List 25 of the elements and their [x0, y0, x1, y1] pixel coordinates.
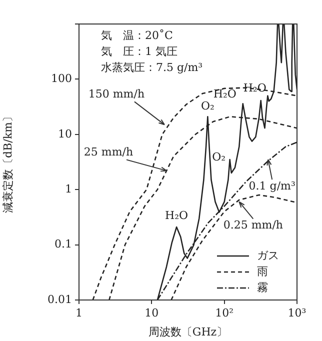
annotation: 25 mm/h — [84, 146, 134, 159]
x-tick-label: 1 — [76, 306, 82, 320]
y-tick-label: 0.1 — [54, 238, 72, 251]
x-tick-label: 10² — [215, 306, 234, 320]
y-tick-label: 100 — [51, 72, 72, 86]
annotation: H₂O — [165, 208, 188, 222]
annotation: H₂O — [213, 88, 236, 101]
annotation: O₂ — [212, 150, 226, 164]
annotation: 気 温：20˚C — [101, 28, 173, 42]
y-axis-title: 減衰定数〔dB/km〕 — [1, 111, 14, 213]
legend-label: 霧 — [257, 280, 268, 294]
annotation: 気 圧：1 気圧 — [101, 44, 178, 58]
annotation: 150 mm/h — [88, 88, 145, 101]
legend-label: 雨 — [257, 264, 268, 278]
y-tick-label: 0.01 — [48, 292, 72, 306]
annotation: 0.25 mm/h — [223, 218, 283, 232]
annotation: O₂ — [200, 99, 214, 112]
x-tick-label: 10³ — [288, 306, 306, 320]
legend-label: ガス — [257, 248, 279, 262]
y-tick-label: 1 — [65, 182, 72, 196]
y-tick-label: 10 — [58, 127, 72, 140]
annotation: 0.1 g/m³ — [248, 179, 296, 192]
x-axis-title: 周波数〔GHz〕 — [148, 325, 228, 338]
annotation: 水蒸気圧：7.5 g/m³ — [101, 60, 203, 74]
x-tick-label: 10 — [144, 306, 159, 320]
